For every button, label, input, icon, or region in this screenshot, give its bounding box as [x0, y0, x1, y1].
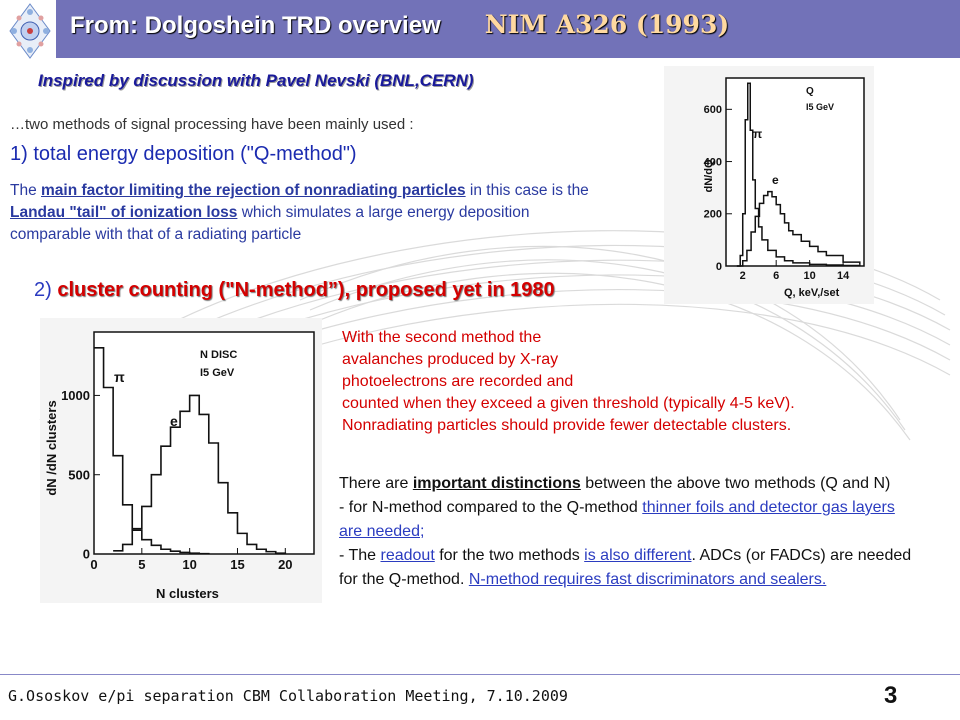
n-annotation: N DISC: [200, 349, 237, 361]
q-series-electron: [736, 190, 861, 267]
dist-link-readout[interactable]: readout: [380, 547, 435, 564]
q-xlabel: Q, keV,/set: [784, 287, 840, 299]
distinctions-block: There are important distinctions between…: [339, 472, 919, 592]
q-ytick-label: 600: [704, 104, 722, 116]
q-xtick-label: 10: [804, 270, 816, 282]
n-xtick-label: 20: [278, 557, 292, 572]
footer-text: G.Ososkov e/pi separation CBM Collaborat…: [8, 687, 568, 705]
n-ylabel: dN /dN clusters: [44, 400, 59, 495]
method1-heading: 1) total energy deposition ("Q-method"): [10, 143, 357, 165]
q-method-histogram: 0 200 400 600 2 6 10 14 Q I5 GeV π e dN/dQ Q, …: [664, 66, 874, 304]
q-annotation: Q: [806, 86, 814, 97]
method2-heading-text: cluster counting ("N-method”), proposed …: [57, 279, 555, 301]
n-xtick-label: 0: [90, 557, 97, 572]
n-annotation: I5 GeV: [200, 367, 235, 379]
n-xtick-label: 5: [138, 557, 145, 572]
n-annotation-pion: π: [114, 369, 125, 385]
method1-text-a: The: [10, 182, 42, 199]
dist-link-n-method[interactable]: N-method requires fast discriminators an…: [468, 571, 827, 588]
q-ytick-label: 0: [716, 261, 722, 273]
q-xtick-label: 6: [773, 270, 779, 282]
method2-number: 2): [34, 279, 58, 301]
method1-text-c: in this case is the: [465, 182, 589, 199]
title-reference: NIM A326 (1993): [484, 10, 730, 39]
n-method-histogram: 0 500 1000 0 5 10 15 20 N DISC I5 GeV π e dN /…: [40, 318, 322, 603]
q-plot-frame: [725, 77, 865, 267]
n-plot-frame: [93, 331, 315, 555]
n-ytick-label: 0: [83, 547, 90, 562]
footer-divider: [0, 674, 960, 675]
method2-desc-line: counted when they exceed a given thresho…: [342, 395, 795, 412]
title-text: From: Dolgoshein TRD overview: [70, 12, 441, 39]
method1-text-e: which simulates a large energy depositio…: [10, 204, 530, 243]
n-xtick-label: 15: [230, 557, 244, 572]
method2-desc-line: Nonradiating particles should provide fe…: [342, 417, 792, 434]
q-ytick-label: 200: [704, 209, 722, 221]
method1-text-emph2: Landau "tail" of ionization loss: [10, 204, 238, 221]
method2-description: With the second method the avalanches pr…: [342, 327, 795, 437]
dist-text: between the above two methods (Q and N): [580, 475, 891, 492]
n-series-pion: [94, 347, 210, 555]
distinctions-para-3: - The readout for the two methods is als…: [339, 544, 919, 592]
q-ytick-label: 400: [704, 156, 722, 168]
page-number: 3: [884, 682, 898, 709]
dist-text: for the two methods: [434, 547, 585, 564]
dist-text: There are: [339, 475, 413, 492]
n-ytick-label: 500: [68, 467, 90, 482]
q-annotation-electron: e: [772, 173, 779, 187]
method2-heading: 2) cluster counting ("N-method”), propos…: [34, 279, 555, 302]
n-series-electron: [113, 394, 287, 555]
method1-description: The main factor limiting the rejection o…: [10, 180, 600, 246]
dist-text: - The: [339, 547, 381, 564]
method2-desc-line: avalanches produced by X-ray: [342, 351, 559, 368]
n-ytick-label: 1000: [61, 388, 90, 403]
n-annotation-electron: e: [170, 413, 178, 429]
n-xtick-label: 10: [182, 557, 196, 572]
intro-text: …two methods of signal processing have b…: [10, 116, 414, 133]
q-xtick-label: 2: [740, 270, 746, 282]
q-annotation: I5 GeV: [806, 102, 834, 112]
dist-link-thinner-foils[interactable]: thinner foils and detector gas layers ar…: [339, 499, 895, 540]
n-xlabel: N clusters: [156, 586, 219, 601]
q-xtick-label: 14: [837, 270, 850, 282]
logo-icon: [9, 3, 51, 59]
dist-emph: important distinctions: [412, 475, 581, 492]
method2-desc-line: With the second method the: [342, 329, 542, 346]
method2-desc-line: photoelectrons are recorded and: [342, 373, 574, 390]
dist-text: . ADCs (or FADCs) are needed for the Q-m…: [339, 547, 912, 588]
method1-text-emph1: main factor limiting the rejection of no…: [41, 182, 466, 199]
q-series-pion: [736, 82, 861, 267]
distinctions-para-2: - for N-method compared to the Q-method …: [339, 496, 919, 544]
q-ylabel: dN/dQ: [703, 159, 715, 192]
slide-title: From: Dolgoshein TRD overview NIM A326 (1…: [70, 10, 729, 40]
q-annotation-pion: π: [753, 127, 762, 141]
dist-text: - for N-method compared to the Q-method: [339, 499, 643, 516]
header-bar: [56, 0, 960, 58]
subtitle: Inspired by discussion with Pavel Nevski…: [38, 71, 474, 90]
distinctions-para-1: There are important distinctions between…: [339, 472, 919, 496]
dist-link-different[interactable]: is also different: [584, 547, 692, 564]
